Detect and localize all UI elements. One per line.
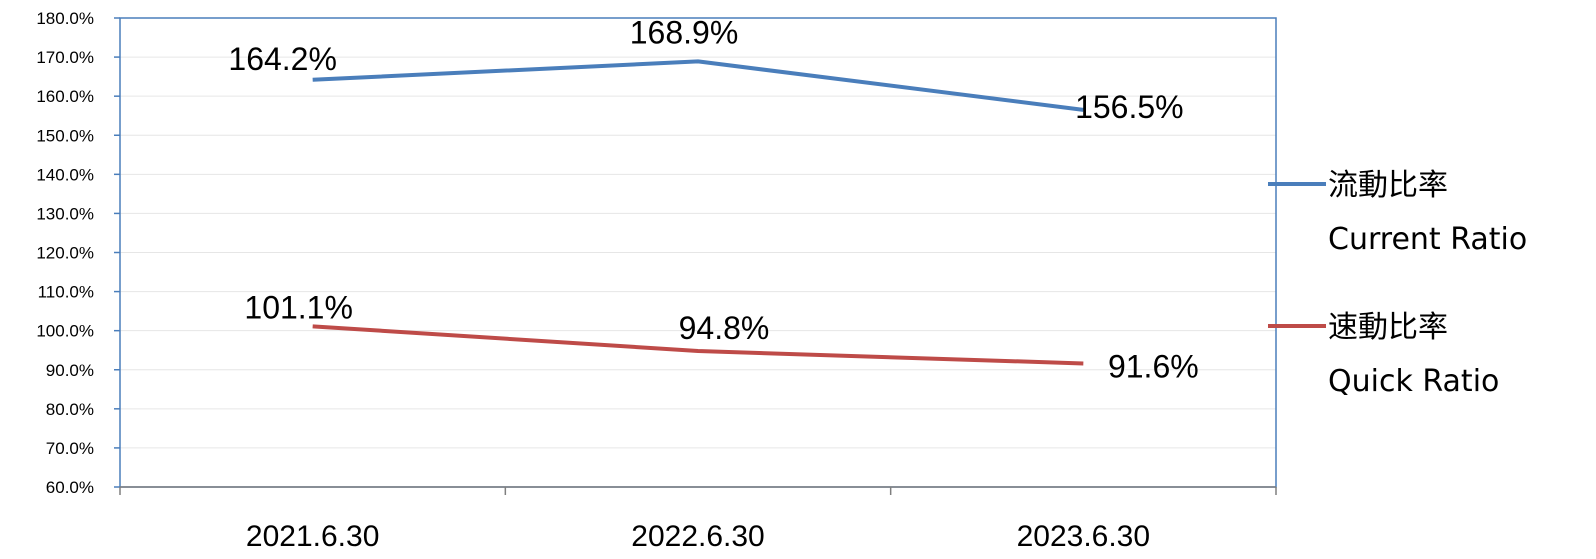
data-label: 168.9% (630, 14, 739, 50)
y-tick-label: 150.0% (36, 126, 94, 145)
data-labels: 164.2% 168.9% 156.5% 101.1% 94.8% 91.6% (228, 14, 1198, 384)
y-tick-label: 60.0% (46, 478, 94, 497)
data-label: 91.6% (1108, 348, 1199, 384)
y-tick-label: 70.0% (46, 439, 94, 458)
legend-label-en-1: Current Ratio (1328, 222, 1527, 257)
y-tick-label: 120.0% (36, 244, 94, 263)
x-tick-label: 2022.6.30 (631, 520, 764, 553)
y-axis-tick-labels: 60.0% 70.0% 80.0% 90.0% 100.0% 110.0% 120.0% 13… (36, 9, 94, 497)
legend-label-2: 速動比率 (1328, 310, 1448, 345)
y-tick-label: 170.0% (36, 48, 94, 67)
legend-label-1: 流動比率 (1328, 168, 1448, 203)
data-label: 156.5% (1075, 89, 1184, 125)
y-tick-label: 100.0% (36, 322, 94, 341)
legend: 流動比率 Current Ratio 速動比率 Quick Ratio (1268, 168, 1527, 399)
y-tick-label: 180.0% (36, 9, 94, 28)
axes (114, 17, 1277, 495)
series-lines (312, 59, 1084, 366)
y-tick-label: 110.0% (38, 283, 94, 302)
data-label: 94.8% (679, 310, 770, 346)
gridlines (120, 56, 1276, 449)
y-tick-label: 160.0% (36, 87, 94, 106)
series-line-2 (312, 324, 1084, 366)
y-tick-label: 130.0% (36, 204, 94, 223)
x-tick-label: 2021.6.30 (246, 520, 379, 553)
y-tick-label: 80.0% (46, 400, 94, 419)
x-tick-label: 2023.6.30 (1017, 520, 1150, 553)
x-axis-tick-labels: 2021.6.30 2022.6.30 2023.6.30 (246, 520, 1150, 553)
legend-label-en-2: Quick Ratio (1328, 364, 1499, 399)
y-tick-label: 140.0% (36, 165, 94, 184)
y-tick-label: 90.0% (46, 361, 94, 380)
data-label: 101.1% (244, 289, 353, 325)
series-line-1 (312, 59, 1084, 112)
data-label: 164.2% (228, 41, 337, 77)
